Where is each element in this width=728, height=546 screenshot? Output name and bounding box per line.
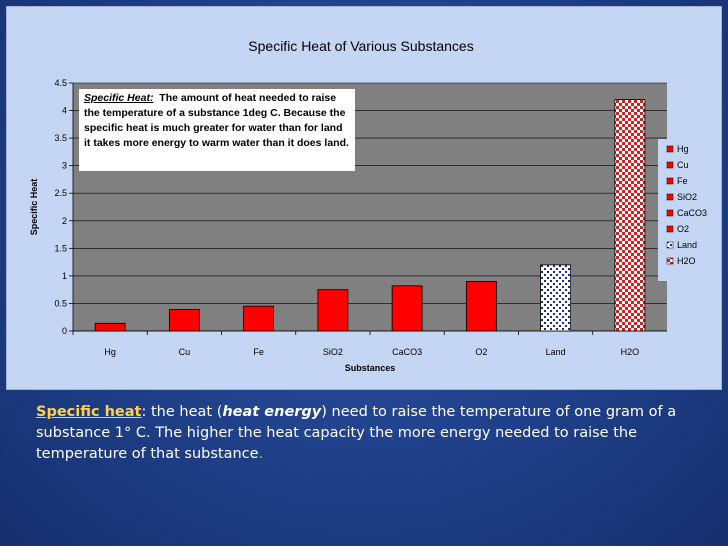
bar-o2	[465, 280, 497, 332]
bar-fe	[243, 305, 275, 332]
legend-swatch	[666, 241, 674, 249]
x-tick-label: Fe	[253, 347, 264, 357]
y-tick-label: 0.5	[54, 298, 67, 308]
y-tick-label: 4	[62, 106, 67, 116]
legend-swatch	[666, 145, 674, 153]
legend-label: Cu	[677, 160, 689, 170]
y-tick-label: 3	[62, 161, 67, 171]
x-tick-labels: Hg Cu Fe SiO2 CaCO3 O2 Land H2O	[104, 347, 639, 357]
y-tick-label: 2.5	[54, 188, 67, 198]
bar-cu	[168, 309, 200, 332]
gridlines	[69, 82, 667, 335]
x-tick-label: Hg	[104, 347, 116, 357]
y-tick-label: 2	[62, 216, 67, 226]
legend-swatch	[666, 177, 674, 185]
legend-label: Land	[677, 240, 697, 250]
bar-h2o	[614, 99, 646, 332]
y-axis-label: Specific Heat	[29, 179, 39, 236]
chart-panel: Specific Heat of Various Substances 0 0.5…	[6, 6, 722, 390]
legend-swatch	[666, 225, 674, 233]
chart-title: Specific Heat of Various Substances	[248, 38, 473, 54]
definition-part2: ) need to raise the temperature of one g…	[36, 404, 677, 462]
bar-caco3	[391, 285, 423, 332]
x-axis-label: Substances	[345, 363, 396, 373]
definition-energy: heat energy	[222, 404, 322, 420]
legend-label: SiO2	[677, 192, 697, 202]
legend-swatch	[666, 257, 674, 265]
legend: Hg Cu Fe SiO2 CaCO3 O2 Land H2O	[666, 144, 707, 266]
annotation-term: Specific Heat:	[84, 92, 154, 104]
bar-land	[540, 264, 572, 332]
legend-swatch	[666, 209, 674, 217]
y-tick-label: 1.5	[54, 243, 67, 253]
bar-sio2	[317, 289, 349, 332]
definition-term: Specific heat	[36, 404, 142, 420]
definition-part1: : the heat (	[141, 404, 223, 420]
y-tick-label: 1	[62, 271, 67, 281]
y-tick-label: 3.5	[54, 133, 67, 143]
legend-label: O2	[677, 224, 689, 234]
y-tick-labels: 0 0.5 1 1.5 2 2.5 3 3.5 4 4.5	[54, 78, 67, 336]
x-tick-label: CaCO3	[392, 347, 422, 357]
x-tick-label: O2	[475, 347, 487, 357]
x-tick-label: Land	[546, 347, 566, 357]
legend-label: Hg	[677, 144, 689, 154]
definition-end: .	[258, 446, 264, 462]
definition-text: Specific heat: the heat (heat energy) ne…	[36, 402, 696, 465]
y-tick-label: 4.5	[54, 78, 67, 88]
legend-label: Fe	[677, 176, 688, 186]
legend-swatch	[666, 161, 674, 169]
legend-swatch	[666, 193, 674, 201]
x-tick-label: H2O	[621, 347, 640, 357]
y-tick-label: 0	[62, 326, 67, 336]
bars	[94, 99, 646, 332]
bar-chart: Specific Heat of Various Substances 0 0.5…	[29, 38, 715, 373]
legend-label: CaCO3	[677, 208, 707, 218]
annotation-text: The amount of heat needed to raise the t…	[84, 92, 349, 149]
x-tick-label: SiO2	[323, 347, 343, 357]
legend-label: H2O	[677, 256, 696, 266]
x-tick-label: Cu	[179, 347, 191, 357]
annotation-box: Specific Heat: The amount of heat needed…	[79, 89, 355, 171]
bar-hg	[94, 322, 126, 332]
